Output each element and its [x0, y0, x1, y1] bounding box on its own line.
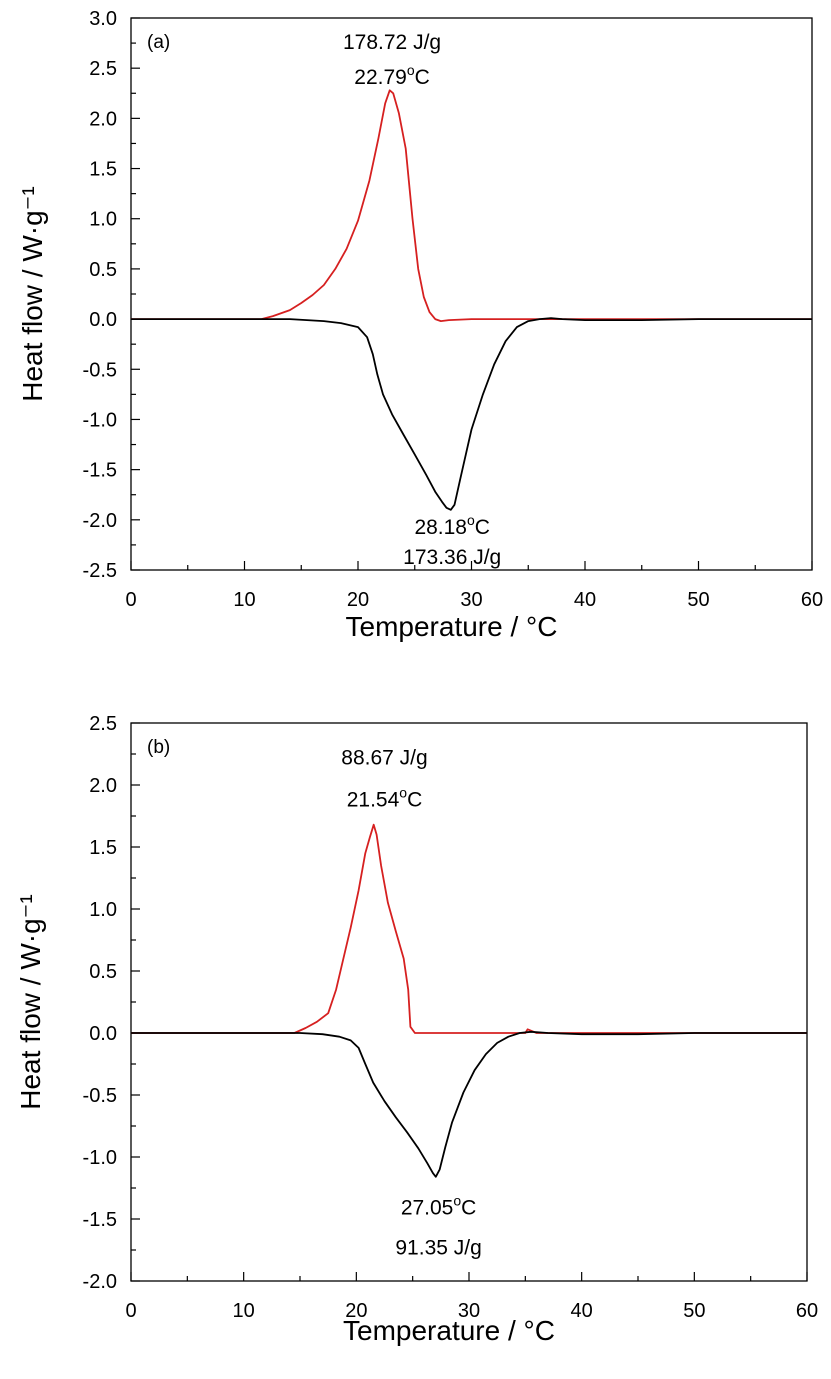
y-tick-label: 0.5	[89, 259, 117, 281]
x-tick-label: 40	[574, 589, 596, 611]
y-tick-label: 0.0	[89, 309, 117, 331]
peak-annotation: 88.67 J/g	[341, 746, 427, 769]
annotation-value: 28.18	[414, 516, 467, 539]
x-tick-label: 20	[345, 1300, 367, 1322]
y-tick-label: 1.0	[89, 899, 117, 921]
annotation-unit: C	[407, 789, 422, 812]
x-tick-label: 0	[125, 589, 136, 611]
crystallization-curve	[131, 89, 812, 323]
x-tick-label: 30	[460, 589, 482, 611]
x-tick-label: 20	[347, 589, 369, 611]
annotation-value: 178.72 J/g	[343, 31, 441, 54]
y-tick-label: 1.5	[89, 159, 117, 181]
annotation-value: 22.79	[354, 66, 407, 89]
degree-superscript: o	[407, 62, 415, 78]
panel-label: (a)	[147, 32, 170, 53]
degree-superscript: o	[399, 785, 407, 801]
peak-annotation: 27.05oC	[401, 1193, 477, 1220]
peak-annotation: 178.72 J/g	[343, 31, 441, 54]
y-tick-label: 1.0	[89, 209, 117, 231]
annotation-unit: C	[475, 516, 490, 539]
chart-panel-a: 0 10 20 30 40 50 60 -2.5 -2.0 -1.5 -1.0 -0.5 0.0 0.5 1…	[17, 8, 823, 642]
y-tick-label: -0.5	[83, 1085, 117, 1107]
y-axis-title: Heat flow / W·g⁻¹	[15, 894, 46, 1109]
y-axis-title: Heat flow / W·g⁻¹	[17, 186, 48, 401]
annotation-value: 21.54	[347, 789, 400, 812]
peak-annotation: 22.79oC	[354, 62, 430, 89]
annotation-value: 173.36 J/g	[403, 546, 501, 569]
chart-panel-b: 0 10 20 30 40 50 60 -2.0 -1.5 -1.0 -0.5 0.0 0.5 1.0 1.…	[15, 713, 818, 1346]
x-tick-label: 10	[233, 1300, 255, 1322]
x-axis-title: Temperature / °C	[346, 611, 558, 642]
peak-annotation: 21.54oC	[347, 785, 423, 812]
x-tick-label: 40	[571, 1300, 593, 1322]
y-tick-label: 1.5	[89, 837, 117, 859]
annotation-value: 91.35 J/g	[395, 1236, 481, 1259]
peak-annotation: 91.35 J/g	[395, 1236, 481, 1259]
y-tick-label: 2.5	[89, 713, 117, 735]
peak-annotation: 28.18oC	[414, 512, 490, 539]
melting-curve	[131, 1030, 807, 1178]
y-tick-label: 2.5	[89, 58, 117, 80]
x-tick-label: 50	[687, 589, 709, 611]
y-tick-label: -2.0	[83, 1271, 117, 1293]
x-tick-label: 30	[458, 1300, 480, 1322]
y-tick-label: -0.5	[83, 359, 117, 381]
annotation-unit: C	[415, 66, 430, 89]
y-tick-label: -1.0	[83, 1147, 117, 1169]
peak-annotation: 173.36 J/g	[403, 546, 501, 569]
annotation-unit: C	[461, 1197, 476, 1220]
y-tick-label: -2.0	[83, 510, 117, 532]
x-tick-label: 0	[125, 1300, 136, 1322]
x-tick-label: 10	[233, 589, 255, 611]
y-tick-label: -1.5	[83, 1209, 117, 1231]
y-tick-label: 0.5	[89, 961, 117, 983]
y-tick-label: 2.0	[89, 775, 117, 797]
x-tick-label: 60	[796, 1300, 818, 1322]
panel-label: (b)	[147, 737, 170, 758]
melting-curve	[131, 317, 812, 511]
crystallization-curve	[131, 823, 807, 1034]
annotation-value: 88.67 J/g	[341, 746, 427, 769]
x-axis-title: Temperature / °C	[343, 1315, 555, 1346]
degree-superscript: o	[453, 1193, 461, 1209]
x-tick-label: 50	[683, 1300, 705, 1322]
y-tick-label: 3.0	[89, 8, 117, 30]
y-tick-label: 0.0	[89, 1023, 117, 1045]
plot-frame	[130, 17, 813, 571]
y-tick-label: -2.5	[83, 560, 117, 582]
annotation-value: 27.05	[401, 1197, 454, 1220]
degree-superscript: o	[467, 512, 475, 528]
y-tick-label: 2.0	[89, 108, 117, 130]
x-tick-label: 60	[801, 589, 823, 611]
y-tick-label: -1.0	[83, 409, 117, 431]
y-tick-label: -1.5	[83, 460, 117, 482]
